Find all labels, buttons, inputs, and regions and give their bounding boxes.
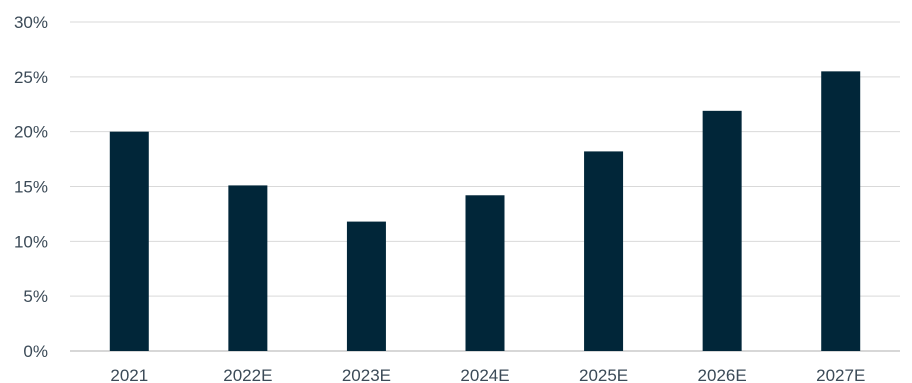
x-axis-tick-labels: 2021 2022E 2023E 2024E 2025E 2026E 2027E	[110, 366, 865, 383]
x-tick-label: 2022E	[223, 366, 272, 383]
gridlines	[70, 21, 900, 352]
y-tick-label: 25%	[14, 68, 48, 87]
y-tick-label: 10%	[14, 232, 48, 251]
y-tick-label: 15%	[14, 178, 48, 197]
bars	[109, 71, 861, 351]
x-tick-label: 2025E	[579, 366, 628, 383]
bar-2021	[109, 131, 149, 351]
bar-2022e	[228, 185, 268, 351]
bar-2026e	[702, 110, 742, 351]
y-tick-label: 20%	[14, 123, 48, 142]
y-tick-label: 5%	[23, 287, 48, 306]
x-tick-label: 2027E	[816, 366, 865, 383]
y-tick-label: 30%	[14, 13, 48, 32]
x-tick-label: 2026E	[698, 366, 747, 383]
bar-2027e	[821, 71, 861, 351]
bar-2024e	[465, 195, 505, 351]
bar-2025e	[584, 151, 624, 351]
x-tick-label: 2024E	[460, 366, 509, 383]
y-tick-label: 0%	[23, 342, 48, 361]
bar-2023e	[346, 221, 386, 351]
y-axis-tick-labels: 0% 5% 10% 15% 20% 25% 30%	[14, 13, 48, 361]
x-tick-label: 2023E	[342, 366, 391, 383]
x-tick-label: 2021	[110, 366, 148, 383]
